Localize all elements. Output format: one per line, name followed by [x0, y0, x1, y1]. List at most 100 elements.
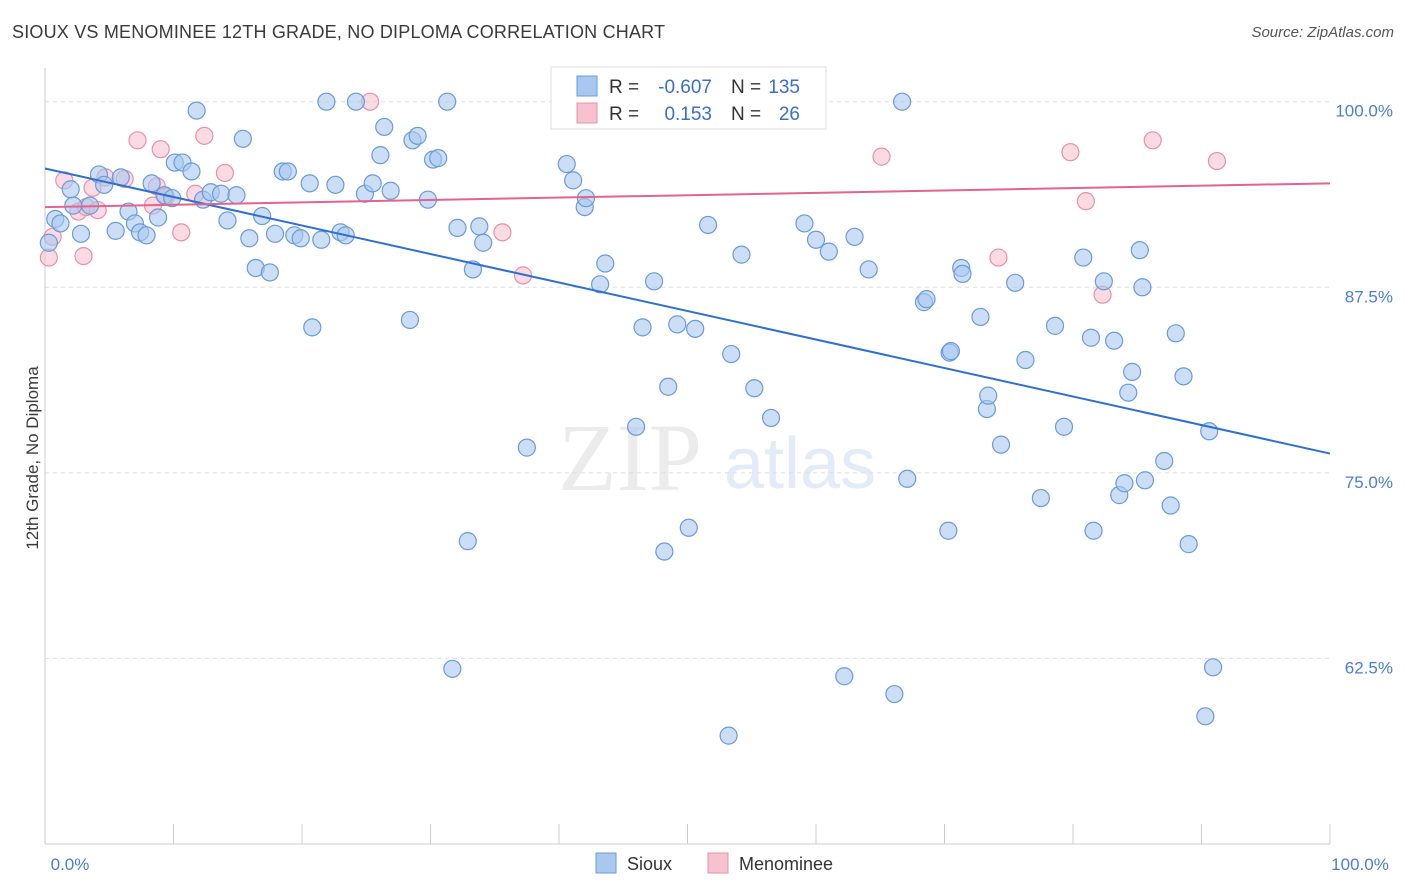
- y-tick-label: 100.0%: [1335, 102, 1393, 121]
- menominee-point: [1076, 192, 1095, 211]
- sioux-point: [698, 215, 718, 235]
- sioux-point: [898, 469, 917, 488]
- legend-n-value-menominee: 26: [779, 104, 800, 125]
- sioux-point: [719, 726, 738, 745]
- sioux-point: [1155, 451, 1174, 471]
- sioux-point: [1174, 367, 1193, 386]
- sioux-point: [429, 149, 448, 168]
- menominee-point: [1207, 151, 1227, 171]
- bottom-legend-menominee: Menominee: [739, 854, 833, 874]
- legend-n-value-sioux: 135: [768, 77, 800, 98]
- sioux-point: [291, 229, 310, 248]
- sioux-point: [474, 233, 493, 252]
- sioux-point: [1006, 273, 1025, 292]
- sioux-point: [303, 318, 322, 337]
- menominee-point: [872, 147, 891, 166]
- sioux-point: [668, 315, 687, 334]
- sioux-point: [517, 438, 536, 457]
- sioux-point: [317, 92, 336, 111]
- sioux-point: [845, 227, 864, 246]
- sioux-point: [1133, 278, 1152, 297]
- menominee-point: [493, 223, 512, 242]
- legend-r-value-menominee: 0.153: [664, 104, 712, 125]
- sioux-point: [1074, 248, 1093, 267]
- sioux-point: [885, 684, 904, 704]
- sioux-point: [1054, 417, 1074, 436]
- sioux-point: [1161, 496, 1180, 515]
- menominee-trend-line: [44, 182, 1331, 209]
- sioux-point: [1016, 350, 1035, 370]
- sioux-point: [458, 532, 477, 551]
- axes: 62.5% 75.0% 87.5% 100.0% 0.0% 100.0%: [44, 68, 1393, 874]
- gridlines: [45, 101, 1330, 659]
- trend-lines: [44, 167, 1331, 455]
- source-label: Source: ZipAtlas.com: [1251, 24, 1394, 41]
- sioux-point: [300, 174, 319, 193]
- legend-n-label-sioux: N =: [731, 77, 761, 98]
- sioux-points: [39, 92, 1223, 745]
- legend-swatch-menominee: [576, 102, 598, 124]
- sioux-point: [1196, 707, 1215, 726]
- sioux-point: [278, 162, 297, 181]
- sioux-point: [227, 186, 246, 205]
- x-tick-label-min: 0.0%: [51, 855, 90, 874]
- legend-swatch-sioux: [576, 75, 598, 97]
- y-axis-title: 12th Grade, No Diploma: [23, 366, 42, 550]
- y-tick-label: 87.5%: [1345, 287, 1393, 306]
- sioux-point: [326, 175, 345, 194]
- bottom-legend-swatch-menominee: [707, 852, 729, 874]
- menominee-point: [1061, 143, 1080, 162]
- x-tick-label-max: 100.0%: [1331, 855, 1389, 874]
- sioux-point: [1115, 474, 1134, 493]
- sioux-point: [819, 242, 838, 261]
- sioux-point: [596, 254, 615, 273]
- sioux-point: [71, 224, 91, 243]
- y-tick-label: 75.0%: [1345, 473, 1393, 492]
- sioux-point: [61, 180, 80, 199]
- sioux-point: [626, 417, 646, 436]
- menominee-point: [1143, 131, 1162, 150]
- sioux-point: [233, 129, 252, 148]
- sioux-point: [1203, 658, 1223, 677]
- sioux-point: [971, 307, 990, 327]
- sioux-point: [182, 162, 201, 181]
- sioux-point: [363, 174, 382, 193]
- legend-r-label-menominee: R =: [609, 104, 639, 125]
- sioux-point: [137, 226, 156, 245]
- sioux-point: [438, 92, 457, 111]
- sioux-point: [1105, 331, 1124, 350]
- sioux-point: [979, 386, 998, 405]
- sioux-point: [991, 435, 1011, 454]
- sioux-point: [218, 211, 237, 230]
- sioux-point: [655, 542, 674, 561]
- sioux-point: [1045, 316, 1065, 335]
- sioux-point: [448, 218, 467, 237]
- sioux-point: [644, 272, 664, 291]
- sioux-point: [745, 379, 764, 398]
- sioux-point: [761, 408, 781, 428]
- sioux-point: [312, 230, 331, 249]
- bottom-legend-swatch-sioux: [595, 852, 617, 874]
- menominee-point: [215, 163, 234, 183]
- sioux-point: [1081, 328, 1101, 347]
- sioux-point: [1031, 488, 1050, 508]
- sioux-point: [679, 518, 698, 537]
- legend-r-label-sioux: R =: [609, 77, 639, 98]
- sioux-point: [859, 260, 878, 279]
- sioux-point: [470, 217, 489, 236]
- sioux-point: [346, 92, 366, 111]
- sioux-point: [591, 275, 610, 294]
- watermark: ZIP atlas: [558, 404, 876, 511]
- sioux-point: [95, 175, 114, 194]
- sioux-point: [1179, 535, 1198, 554]
- menominee-point: [74, 246, 93, 266]
- sioux-point: [375, 117, 394, 137]
- sioux-point: [659, 377, 678, 396]
- sioux-point: [633, 318, 652, 337]
- sioux-point: [1166, 324, 1185, 343]
- sioux-point: [106, 221, 125, 240]
- sioux-point: [941, 342, 961, 361]
- sioux-point: [953, 264, 972, 284]
- sioux-point: [1130, 241, 1149, 260]
